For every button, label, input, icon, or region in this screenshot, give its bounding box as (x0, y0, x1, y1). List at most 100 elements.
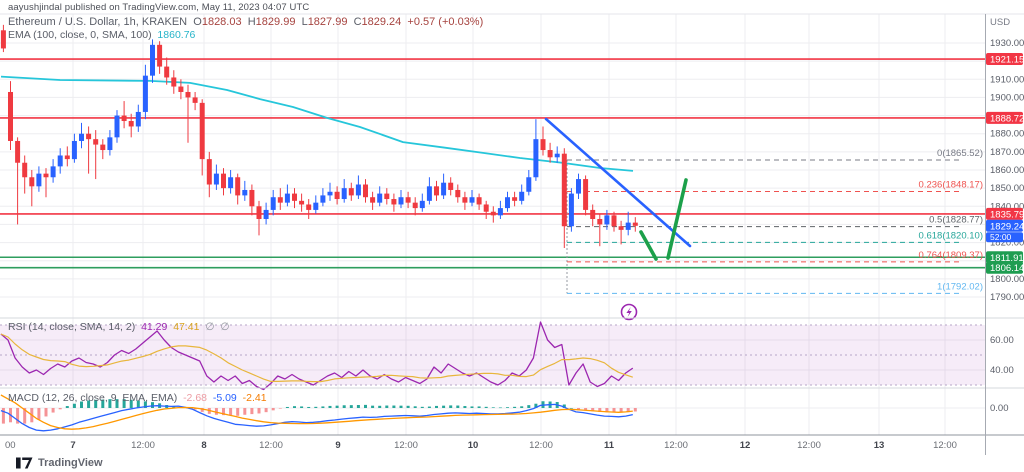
close-value: 1829.24 (361, 16, 402, 28)
svg-text:1850.00: 1850.00 (990, 183, 1024, 194)
fib-retracement[interactable]: 0(1865.52) 0.236(1848.17) 0.5(1828.77) 0.61… (566, 148, 983, 294)
svg-text:00: 00 (5, 440, 16, 451)
price-axis[interactable]: USD 1930.00 1910.00 1900.00 1880.00 1870.00 18… (985, 14, 1024, 455)
macd-histogram-bar (484, 406, 488, 408)
macd-histogram-bar (506, 407, 509, 408)
macd-histogram-bar (300, 406, 304, 408)
macd-histogram-bar (413, 406, 417, 408)
price-badge (986, 261, 1023, 274)
macd-histogram-bar (349, 405, 353, 408)
macd-histogram-bar (193, 408, 197, 410)
rsi-name: RSI (14, close, SMA, 14, 2) (8, 321, 136, 333)
svg-text:7: 7 (70, 440, 75, 451)
macd-histogram-bar (101, 399, 105, 408)
svg-text:1820.00: 1820.00 (990, 238, 1024, 249)
svg-text:1806.14: 1806.14 (990, 263, 1024, 274)
svg-text:1800.00: 1800.00 (990, 274, 1024, 285)
macd-histogram-bar (584, 408, 588, 411)
ema-legend[interactable]: EMA (100, close, 0, SMA, 100) 1860.76 (8, 29, 195, 41)
svg-text:1930.00: 1930.00 (990, 38, 1024, 49)
svg-text:12:00: 12:00 (797, 440, 821, 451)
rsi-legend[interactable]: RSI (14, close, SMA, 14, 2) 41.29 47.41 … (8, 321, 229, 333)
macd-histogram-bar (37, 408, 41, 420)
tradingview-logo-icon[interactable] (16, 457, 33, 469)
macd-histogram-bar (58, 408, 62, 410)
macd-histogram-bar (427, 406, 431, 408)
macd-histogram-bar (293, 406, 296, 408)
macd-histogram-bar (633, 408, 637, 412)
open-label: O (193, 16, 202, 28)
open-value: 1828.03 (201, 16, 242, 28)
svg-text:USD: USD (990, 17, 1010, 28)
svg-text:1870.00: 1870.00 (990, 147, 1024, 158)
svg-text:0.236(1848.17): 0.236(1848.17) (919, 179, 983, 190)
ema-name: EMA (100, close, 0, SMA, 100) (8, 29, 152, 41)
green-check-stroke (666, 178, 688, 260)
macd-histogram-bar (612, 408, 616, 413)
macd-histogram-bar (214, 408, 218, 415)
chart-drawings[interactable] (544, 117, 692, 321)
svg-text:12:00: 12:00 (394, 440, 418, 451)
high-value: 1829.99 (255, 16, 296, 28)
macd-histogram-bar (65, 406, 69, 408)
macd-histogram-bar (534, 403, 538, 408)
macd-signal-value: -2.41 (242, 392, 267, 404)
macd-histogram-bar (122, 399, 126, 408)
macd-histogram-bar (491, 407, 495, 408)
macd-histogram-bar (385, 405, 389, 408)
macd-histogram-bar (626, 408, 630, 413)
macd-histogram-bar (449, 405, 453, 408)
macd-histogram-bar (435, 405, 438, 408)
svg-text:10: 10 (468, 440, 479, 451)
svg-text:1910.00: 1910.00 (990, 74, 1024, 85)
macd-legend[interactable]: MACD (12, 26, close, 9, EMA, EMA) -2.68 … (8, 392, 267, 404)
symbol-legend[interactable]: Ethereum / U.S. Dollar, 1h, KRAKEN O1828… (8, 16, 483, 28)
ema-line (0, 75, 634, 172)
time-axis[interactable]: 00 7 12:00 8 12:00 9 12:00 10 12:00 11 12:00 12 12:0… (5, 440, 957, 451)
macd-histogram-bar (229, 408, 233, 416)
macd-histogram-bar (136, 400, 140, 408)
macd-histogram-bar (420, 406, 424, 408)
macd-histogram-bar (271, 408, 275, 411)
macd-histogram-bar (243, 408, 247, 415)
green-check-stroke (639, 230, 658, 261)
change-value: +0.57 (+0.03%) (407, 16, 484, 28)
macd-name: MACD (12, 26, close, 9, EMA, EMA) (8, 392, 178, 404)
macd-histogram-bar (80, 401, 83, 408)
macd-histogram-bar (23, 408, 27, 424)
svg-text:12: 12 (740, 440, 751, 451)
macd-histogram-bar (328, 405, 332, 408)
macd-histogram-bar (378, 405, 382, 408)
macd-line (0, 403, 633, 432)
svg-text:1840.00: 1840.00 (990, 201, 1024, 212)
macd-pane (0, 394, 637, 432)
lightning-bolt-icon (626, 307, 632, 317)
footer: TradingView (16, 455, 103, 470)
svg-text:1835.79: 1835.79 (990, 209, 1024, 220)
symbol-name: Ethereum / U.S. Dollar, 1h, KRAKEN (8, 16, 188, 28)
macd-histogram-bar (406, 405, 410, 408)
macd-histogram-bar (87, 400, 91, 408)
macd-histogram-bar (605, 408, 609, 413)
grid-lines (0, 14, 985, 435)
svg-text:1(1792.02): 1(1792.02) (937, 281, 983, 292)
macd-histogram-bar (200, 408, 204, 412)
svg-text:0.00: 0.00 (990, 403, 1009, 414)
candlestick-series (0, 24, 638, 249)
macd-histogram-bar (236, 408, 240, 416)
svg-text:0.764(1809.37): 0.764(1809.37) (919, 250, 983, 261)
macd-histogram-bar (222, 408, 225, 416)
svg-text:1790.00: 1790.00 (990, 292, 1024, 303)
close-label: C (353, 16, 362, 28)
macd-histogram-bar (16, 408, 20, 424)
macd-histogram-bar (569, 408, 573, 409)
macd-histogram-bar (115, 399, 119, 408)
svg-text:1880.00: 1880.00 (990, 129, 1024, 140)
countdown-badge (986, 232, 1023, 243)
rsi-lower-band-empty: ∅ (220, 321, 230, 333)
macd-histogram-bar (591, 408, 595, 412)
macd-histogram-bar (442, 405, 446, 408)
tradingview-brand-text[interactable]: TradingView (38, 456, 103, 469)
